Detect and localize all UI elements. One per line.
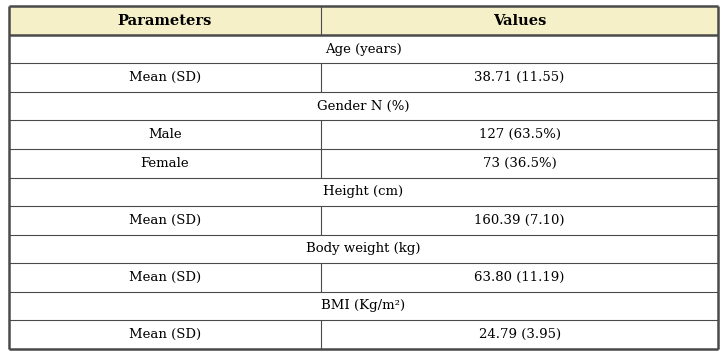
- Text: 73 (36.5%): 73 (36.5%): [483, 157, 556, 170]
- Text: 160.39 (7.10): 160.39 (7.10): [474, 214, 565, 227]
- Bar: [9, 92, 718, 120]
- Text: Female: Female: [140, 157, 189, 170]
- Text: 24.79 (3.95): 24.79 (3.95): [478, 328, 561, 341]
- Bar: [9, 263, 321, 291]
- Text: Parameters: Parameters: [118, 13, 212, 28]
- Bar: [321, 320, 718, 349]
- Text: 63.80 (11.19): 63.80 (11.19): [475, 271, 565, 284]
- Text: Height (cm): Height (cm): [324, 185, 403, 198]
- Bar: [321, 64, 718, 92]
- Text: Mean (SD): Mean (SD): [129, 71, 201, 84]
- Bar: [9, 120, 321, 149]
- Text: Mean (SD): Mean (SD): [129, 214, 201, 227]
- Bar: [321, 149, 718, 178]
- Bar: [321, 263, 718, 291]
- Bar: [9, 206, 321, 235]
- Text: 127 (63.5%): 127 (63.5%): [478, 128, 561, 141]
- Bar: [9, 64, 321, 92]
- Bar: [9, 178, 718, 206]
- Bar: [9, 35, 718, 64]
- Bar: [9, 320, 321, 349]
- Text: Body weight (kg): Body weight (kg): [306, 242, 421, 255]
- Text: Mean (SD): Mean (SD): [129, 271, 201, 284]
- Bar: [321, 120, 718, 149]
- Bar: [9, 235, 718, 263]
- Text: 38.71 (11.55): 38.71 (11.55): [475, 71, 565, 84]
- Text: BMI (Kg/m²): BMI (Kg/m²): [321, 299, 406, 312]
- Text: Mean (SD): Mean (SD): [129, 328, 201, 341]
- Bar: [321, 206, 718, 235]
- Bar: [9, 149, 321, 178]
- Bar: [9, 6, 718, 35]
- Text: Values: Values: [493, 13, 546, 28]
- Text: Male: Male: [148, 128, 182, 141]
- Bar: [9, 291, 718, 320]
- Text: Age (years): Age (years): [325, 43, 402, 56]
- Text: Gender N (%): Gender N (%): [317, 100, 410, 113]
